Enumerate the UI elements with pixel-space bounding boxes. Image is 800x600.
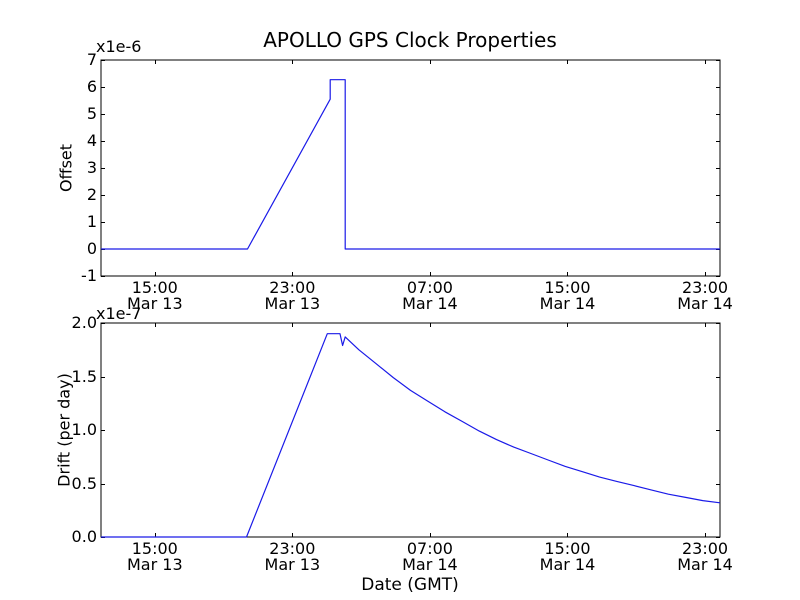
x-tick-label-time: 15:00 [544, 278, 591, 297]
x-tick-label-date: Mar 14 [539, 294, 596, 313]
y-tick-label: 1 [86, 212, 97, 231]
x-tick-label-time: 23:00 [681, 539, 729, 558]
y-tick-label: 5 [86, 104, 97, 123]
y-tick-label: 0.0 [71, 527, 97, 546]
x-tick-label-date: Mar 14 [539, 555, 596, 574]
axes-frame [100, 59, 721, 277]
y-tick-label: 3 [86, 158, 97, 177]
axes-frame [100, 322, 721, 538]
y-tick-label: 1.5 [71, 366, 97, 386]
x-tick-label-time: 07:00 [406, 278, 453, 297]
x-tick-label-time: 15:00 [131, 278, 178, 297]
y-axis-offset-multiplier-top: x1e-6 [96, 37, 142, 56]
x-axis-label: Date (GMT) [361, 575, 459, 595]
x-tick-label-time: 23:00 [269, 278, 316, 297]
y-tick-label: 2 [86, 185, 97, 204]
y-tick-label: -1 [81, 266, 97, 285]
axes-drift [100, 322, 721, 538]
x-tick-label-date: Mar 13 [126, 294, 183, 313]
y-tick-label: 7 [86, 50, 97, 69]
x-tick-label-date: Mar 14 [402, 294, 458, 313]
y-tick-label: 0 [86, 239, 97, 258]
drift-data-line [101, 333, 721, 538]
y-tick-label: 2.0 [71, 313, 97, 332]
y-tick-label: 1.0 [71, 420, 97, 439]
x-tick-label-time: 15:00 [131, 539, 178, 558]
x-tick-label-time: 15:00 [544, 539, 591, 558]
x-tick-label-date: Mar 14 [677, 294, 733, 313]
x-tick-label-date: Mar 14 [677, 555, 733, 574]
y-tick-label: 6 [86, 77, 97, 96]
x-tick-label-date: Mar 13 [126, 555, 183, 574]
y-axis-offset-multiplier-bottom: x1e-7 [96, 304, 142, 323]
x-tick-label-date: Mar 14 [402, 555, 458, 574]
x-tick-label-date: Mar 13 [264, 294, 321, 313]
x-tick-label-time: 23:00 [269, 539, 316, 558]
offset-data-line [101, 79, 720, 250]
x-tick-label-date: Mar 13 [264, 555, 321, 574]
x-tick-label-time: 23:00 [681, 278, 729, 297]
chart-title: APOLLO GPS Clock Properties [263, 28, 557, 52]
y-tick-label: 4 [86, 131, 97, 150]
x-tick-label-time: 07:00 [406, 539, 453, 558]
axes-offset [100, 59, 721, 277]
y-tick-label: 0.5 [71, 473, 97, 493]
